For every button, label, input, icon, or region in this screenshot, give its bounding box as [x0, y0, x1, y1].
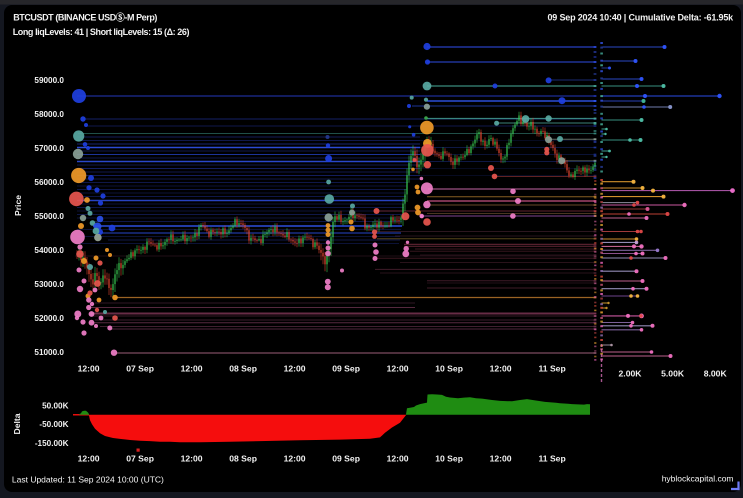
svg-text:54000.0: 54000.0: [34, 246, 64, 255]
svg-text:09 Sep: 09 Sep: [332, 364, 360, 374]
svg-text:12:00: 12:00: [284, 454, 306, 464]
svg-text:07 Sep: 07 Sep: [126, 454, 154, 464]
svg-text:hyblockcapital.com: hyblockcapital.com: [662, 474, 734, 484]
svg-text:12:00: 12:00: [284, 364, 306, 374]
svg-text:12:00: 12:00: [387, 364, 409, 374]
svg-text:Last Updated: 11 Sep 2024 10:0: Last Updated: 11 Sep 2024 10:00 (UTC): [12, 475, 164, 485]
svg-text:-50.00K: -50.00K: [39, 420, 68, 429]
svg-text:Delta: Delta: [12, 413, 22, 434]
svg-text:Price: Price: [13, 195, 23, 216]
svg-text:8.00K: 8.00K: [704, 369, 728, 379]
svg-text:12:00: 12:00: [78, 454, 100, 464]
svg-text:12:00: 12:00: [490, 454, 512, 464]
svg-text:BTCUSDT (BINANCE USDⓈ-M Perp): BTCUSDT (BINANCE USDⓈ-M Perp): [13, 12, 157, 23]
svg-text:09 Sep: 09 Sep: [332, 454, 360, 464]
svg-text:08 Sep: 08 Sep: [229, 454, 257, 464]
svg-text:12:00: 12:00: [490, 364, 512, 374]
svg-text:12:00: 12:00: [181, 454, 203, 464]
svg-text:51000.0: 51000.0: [34, 348, 64, 357]
svg-text:12:00: 12:00: [387, 454, 409, 464]
svg-text:5.00K: 5.00K: [661, 369, 685, 379]
svg-text:56000.0: 56000.0: [34, 178, 64, 187]
svg-text:10 Sep: 10 Sep: [435, 364, 463, 374]
svg-text:-150.00K: -150.00K: [35, 439, 69, 448]
svg-text:07 Sep: 07 Sep: [126, 364, 154, 374]
svg-text:55000.0: 55000.0: [34, 212, 64, 221]
svg-text:09 Sep 2024 10:40 | Cumulative: 09 Sep 2024 10:40 | Cumulative Delta: -6…: [547, 13, 734, 23]
svg-text:10 Sep: 10 Sep: [435, 454, 463, 464]
svg-text:12:00: 12:00: [181, 364, 203, 374]
svg-text:50.00K: 50.00K: [42, 402, 68, 411]
svg-text:53000.0: 53000.0: [34, 280, 64, 289]
svg-text:58000.0: 58000.0: [34, 110, 64, 119]
svg-text:11 Sep: 11 Sep: [538, 364, 565, 374]
svg-text:57000.0: 57000.0: [34, 144, 64, 153]
svg-text:11 Sep: 11 Sep: [538, 454, 565, 464]
svg-text:2.00K: 2.00K: [619, 369, 643, 379]
svg-text:12:00: 12:00: [78, 364, 100, 374]
svg-text:Long liqLevels: 41 | Short liq: Long liqLevels: 41 | Short liqLevels: 15…: [13, 27, 190, 37]
svg-text:52000.0: 52000.0: [34, 314, 64, 323]
svg-text:59000.0: 59000.0: [34, 76, 64, 85]
svg-text:08 Sep: 08 Sep: [229, 364, 257, 374]
